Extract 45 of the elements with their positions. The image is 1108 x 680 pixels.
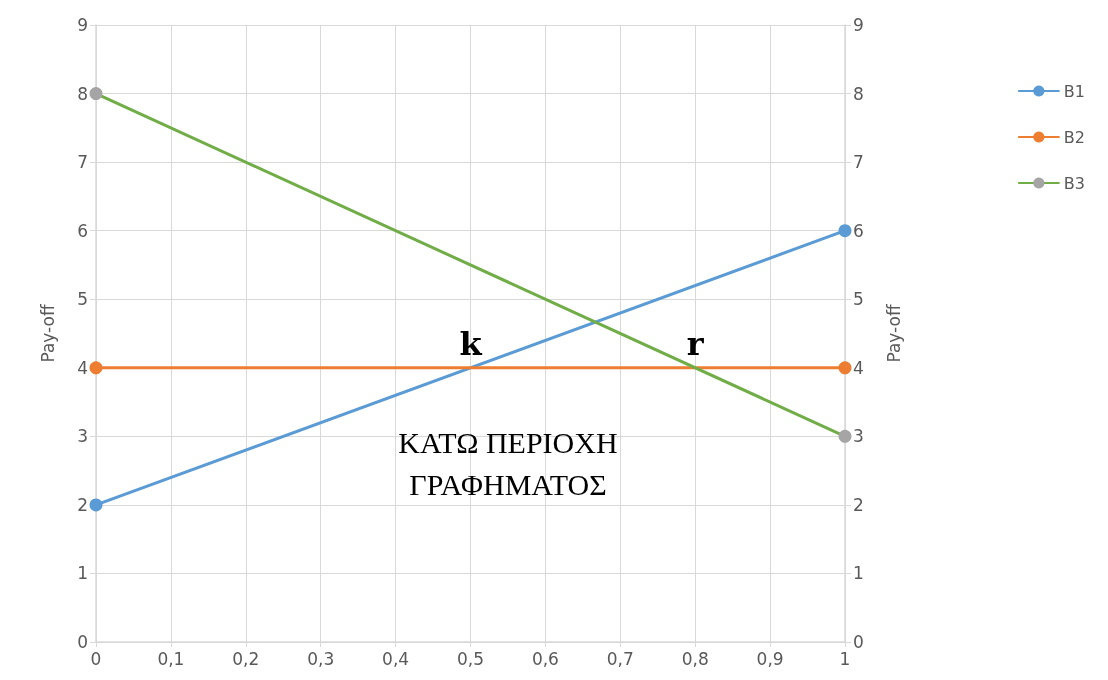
annotation: k <box>459 324 483 363</box>
point <box>89 87 103 101</box>
point <box>838 429 852 443</box>
x-tick-label: 0,9 <box>756 648 784 669</box>
x-tick-label: 0,4 <box>382 648 410 669</box>
legend-label: B3 <box>1063 173 1085 193</box>
y2-axis-title: Pay-off <box>883 303 904 363</box>
x-tick-label: 0,5 <box>456 648 485 669</box>
x-tick-label: 1 <box>839 648 851 669</box>
y2-tick-label: 4 <box>853 357 864 378</box>
annotation: ΚΑΤΩ ΠΕΡΙΟΧΗ ΓΡΑΦΗΜΑΤΟΣ <box>398 426 618 502</box>
x-tick-label: 0,8 <box>681 648 709 669</box>
y2-tick-label: 6 <box>853 220 864 241</box>
y2-tick-label: 7 <box>853 152 864 173</box>
y2-tick-label: 2 <box>853 494 864 515</box>
legend-label: B2 <box>1063 127 1085 147</box>
point <box>838 361 852 375</box>
y2-tick-label: 0 <box>853 632 864 652</box>
y2-tick-label: 3 <box>853 426 864 447</box>
annotation: r <box>686 324 705 363</box>
y-tick-label: 2 <box>77 494 88 515</box>
y2-tick-label: 9 <box>853 15 864 35</box>
y-axis-title: Pay-off <box>37 303 58 363</box>
x-tick-label: 0,6 <box>531 648 559 669</box>
y-tick-label: 7 <box>77 152 88 173</box>
y2-tick-label: 8 <box>853 83 864 104</box>
point <box>89 361 103 375</box>
y-tick-label: 6 <box>77 220 88 241</box>
y-tick-label: 3 <box>77 426 88 447</box>
y-tick-label: 1 <box>77 563 88 584</box>
point <box>89 498 103 512</box>
y-tick-label: 8 <box>77 83 88 104</box>
x-tick-label: 0,3 <box>307 648 335 669</box>
x-tick-label: 0 <box>90 648 102 669</box>
x-tick-label: 0,1 <box>157 648 185 669</box>
y-tick-label: 9 <box>77 15 88 35</box>
x-tick-label: 0,2 <box>232 648 260 669</box>
y2-tick-label: 1 <box>853 563 864 584</box>
y-tick-label: 5 <box>77 289 88 310</box>
y-tick-label: 4 <box>77 357 88 378</box>
y-tick-label: 0 <box>77 632 88 652</box>
legend-label: B1 <box>1063 81 1085 101</box>
point <box>838 224 852 238</box>
x-tick-label: 0,7 <box>606 648 634 669</box>
y2-tick-label: 5 <box>853 289 864 310</box>
